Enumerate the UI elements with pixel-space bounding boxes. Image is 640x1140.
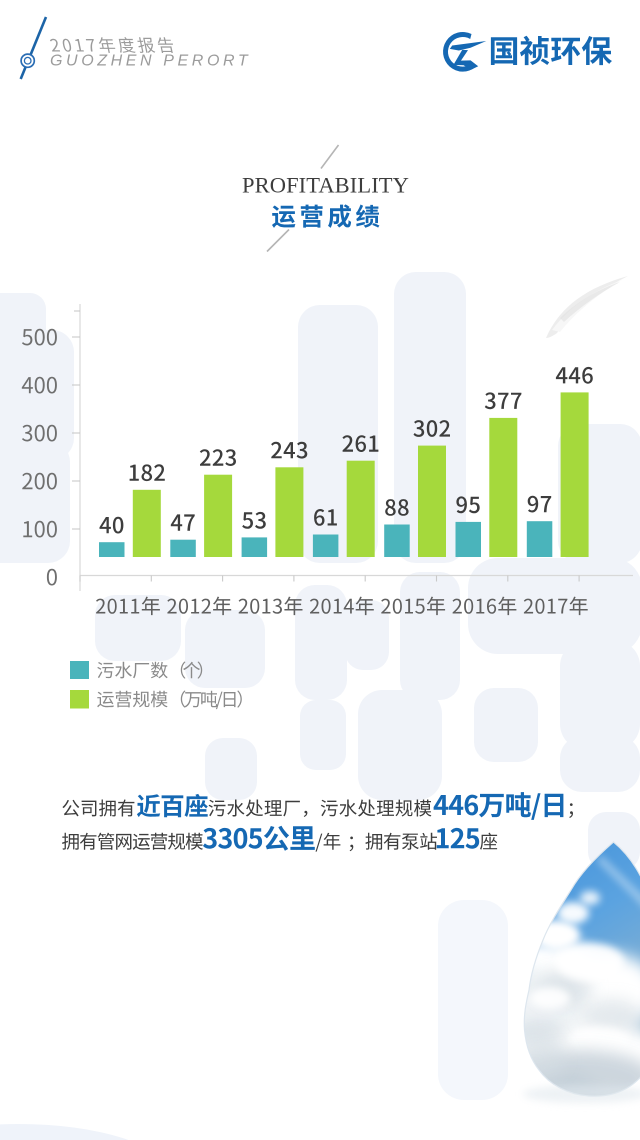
svg-text:GUOZHEN PERORT: GUOZHEN PERORT (50, 53, 251, 70)
svg-text:PROFITABILITY: PROFITABILITY (242, 173, 409, 198)
